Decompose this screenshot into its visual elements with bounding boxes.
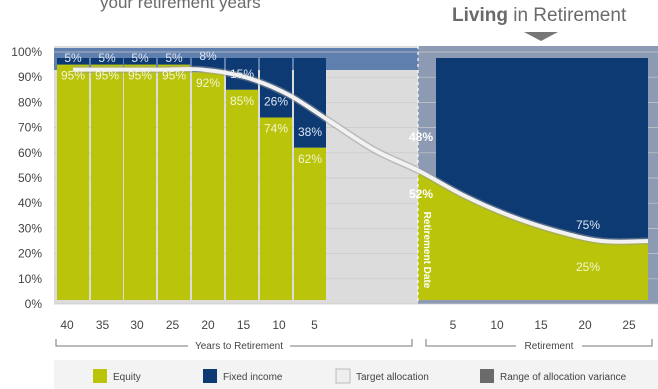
y-tick-label: 30% [18,221,42,235]
equity-bar [192,72,224,300]
equity-value-label: 92% [196,76,220,90]
fixed-income-bar [91,58,123,65]
living-bold: Living [452,5,508,26]
y-tick-label: 100% [11,45,42,59]
equity-value-label: 74% [264,122,288,136]
legend-label: Target allocation [356,372,429,383]
bracket-label-bg [516,338,582,352]
x-tick-label: 5 [311,318,318,332]
legend-label: Fixed income [223,372,283,383]
years-to-retirement-label: Years to Retirement [195,341,283,352]
equity-value-label: 95% [95,69,119,83]
x-tick-label: 15 [534,318,548,332]
equity-bar [260,117,292,301]
fixed-income-value-label: 38% [298,125,322,139]
x-tick-label: 30 [130,318,144,332]
equity-bar [158,64,190,300]
fixed-income-value-label: 8% [199,49,217,63]
fixed-income-value-label: 5% [64,51,82,65]
fixed-income-bar [158,58,190,65]
x-tick-label: 10 [490,318,504,332]
legend-label: Range of allocation variance [500,372,627,383]
equity-value-label: 85% [230,94,254,108]
fixed-income-value-label: 26% [264,95,288,109]
y-tick-label: 80% [18,95,42,109]
x-tick-label: 20 [578,318,592,332]
down-arrow-icon [524,32,558,41]
y-tick-label: 60% [18,146,42,160]
y-tick-label: 50% [18,171,42,185]
x-tick-label: 35 [96,318,110,332]
legend-label: Equity [113,372,141,383]
equity-bar [91,64,123,300]
equity-bar [294,147,326,300]
legend-swatch [480,369,494,383]
equity-bar [57,64,89,300]
x-tick-label: 20 [201,318,215,332]
legend-swatch [335,368,351,384]
equity-bar [124,64,156,300]
fixed-income-value-label: 15% [230,67,254,81]
x-tick-label: 40 [60,318,74,332]
x-tick-label: 25 [622,318,636,332]
x-tick-label: 25 [166,318,180,332]
header-cut-text: your retirement years [100,0,261,12]
x-tick-label: 10 [272,318,286,332]
fixed-income-value-label: 5% [98,51,116,65]
bracket-label-bg [188,338,290,352]
x-tick-label: 5 [450,318,457,332]
y-tick-label: 40% [18,196,42,210]
retirement-date-equity-label: 52% [409,187,433,201]
fixed-income-bar [124,58,156,65]
legend-swatch [93,369,107,383]
living-rest: in Retirement [507,5,627,26]
equity-value-label: 95% [162,69,186,83]
retirement-equity-label: 25% [576,260,600,274]
equity-value-label: 62% [298,152,322,166]
y-tick-label: 0% [25,297,43,311]
equity-value-label: 95% [61,69,85,83]
living-in-retirement-heading: Living in Retirement [452,5,626,27]
equity-bar [226,89,258,300]
x-tick-label: 15 [237,318,251,332]
equity-value-label: 95% [128,69,152,83]
retirement-date-label: Retirement Date [421,212,432,289]
y-tick-label: 10% [18,272,42,286]
retirement-fixed-income-label: 75% [576,218,600,232]
fixed-income-value-label: 5% [131,51,149,65]
retirement-date-fixed-income-label: 48% [409,130,433,144]
legend-background [54,360,658,389]
y-tick-label: 90% [18,70,42,84]
fixed-income-value-label: 5% [165,51,183,65]
y-tick-label: 20% [18,247,42,261]
glide-path-line [72,67,649,244]
fixed-income-bar [57,58,89,65]
legend-swatch [203,369,217,383]
retirement-axis-label: Retirement [525,341,574,352]
y-tick-label: 70% [18,121,42,135]
